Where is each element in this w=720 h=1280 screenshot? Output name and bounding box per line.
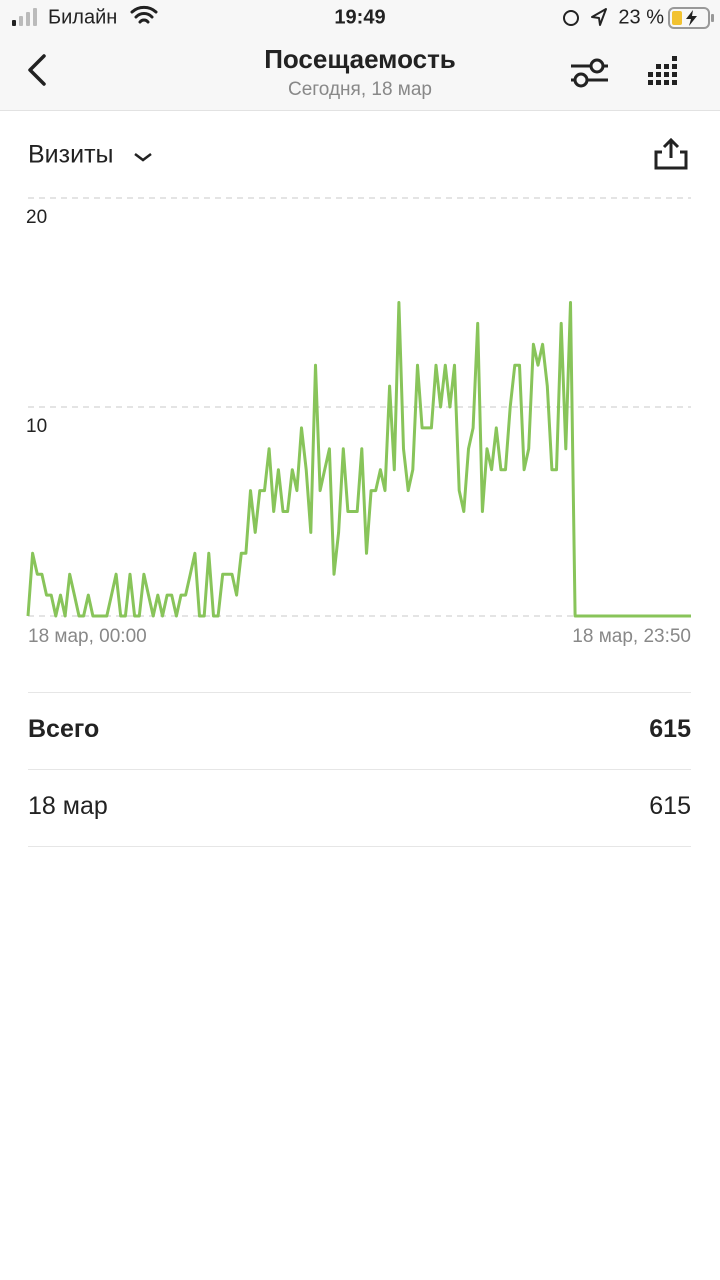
back-button[interactable] <box>28 54 46 86</box>
signal-icon <box>12 8 37 26</box>
row-label: 18 мар <box>28 792 108 820</box>
dropdown-chevron[interactable] <box>134 153 152 162</box>
page-title: Посещаемость <box>264 44 456 74</box>
grid-menu-button[interactable] <box>648 56 677 85</box>
battery-percent: 23 % <box>618 6 664 28</box>
row-value: 615 <box>649 792 691 820</box>
metric-selector[interactable]: Визиты <box>28 141 114 169</box>
clock: 19:49 <box>334 6 385 28</box>
visits-line <box>26 301 691 618</box>
share-button[interactable] <box>654 137 688 170</box>
y-tick-label: 20 <box>26 207 47 228</box>
location-icon <box>591 8 607 26</box>
x-tick-label: 18 мар, 00:00 <box>28 626 147 647</box>
y-tick-label: 10 <box>26 416 47 437</box>
filter-button[interactable] <box>571 58 608 88</box>
wifi-icon <box>130 5 158 24</box>
carrier: Билайн <box>48 6 117 28</box>
lock-icon <box>563 10 579 26</box>
row-label: Всего <box>28 715 99 743</box>
battery-icon <box>668 7 714 29</box>
chart: 10 20 18 мар, 00:00 18 мар, 23:50 <box>26 197 691 647</box>
summary-table: Всего 615 18 мар 615 <box>28 692 691 847</box>
row-value: 615 <box>649 715 691 743</box>
page-subtitle: Сегодня, 18 мар <box>288 79 432 100</box>
x-tick-label: 18 мар, 23:50 <box>572 626 691 647</box>
